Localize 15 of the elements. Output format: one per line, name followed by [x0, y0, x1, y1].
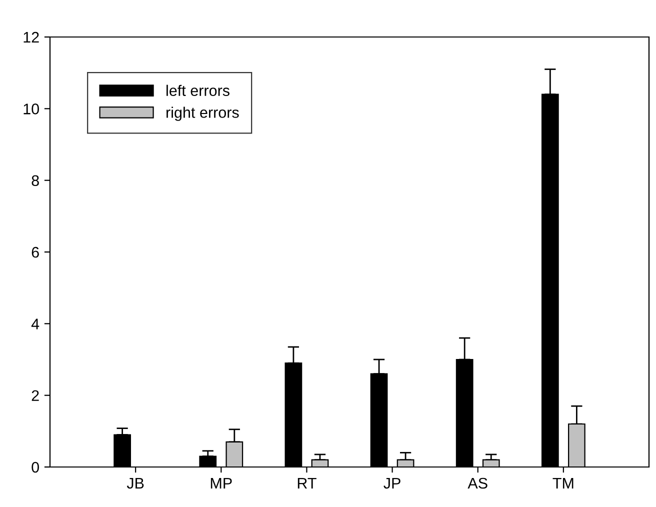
y-tick-label: 0: [32, 462, 39, 473]
x-tick-label: JP: [384, 478, 400, 489]
legend-label: left errors: [166, 84, 230, 96]
y-tick-label: 4: [31, 318, 40, 330]
y-tick-label: 8: [32, 175, 39, 186]
legend-label: right errors: [166, 106, 239, 121]
y-tick-label: 6: [32, 246, 39, 258]
x-tick-label: AS: [468, 478, 488, 489]
y-tick-label: 10: [24, 104, 39, 114]
x-tick-label: MP: [210, 478, 232, 488]
x-tick-label: TM: [552, 478, 574, 488]
x-tick-label: JB: [126, 478, 144, 489]
x-tick-label: RT: [298, 478, 316, 488]
y-tick-label: 12: [24, 32, 39, 43]
y-tick-label: 2: [32, 390, 39, 401]
